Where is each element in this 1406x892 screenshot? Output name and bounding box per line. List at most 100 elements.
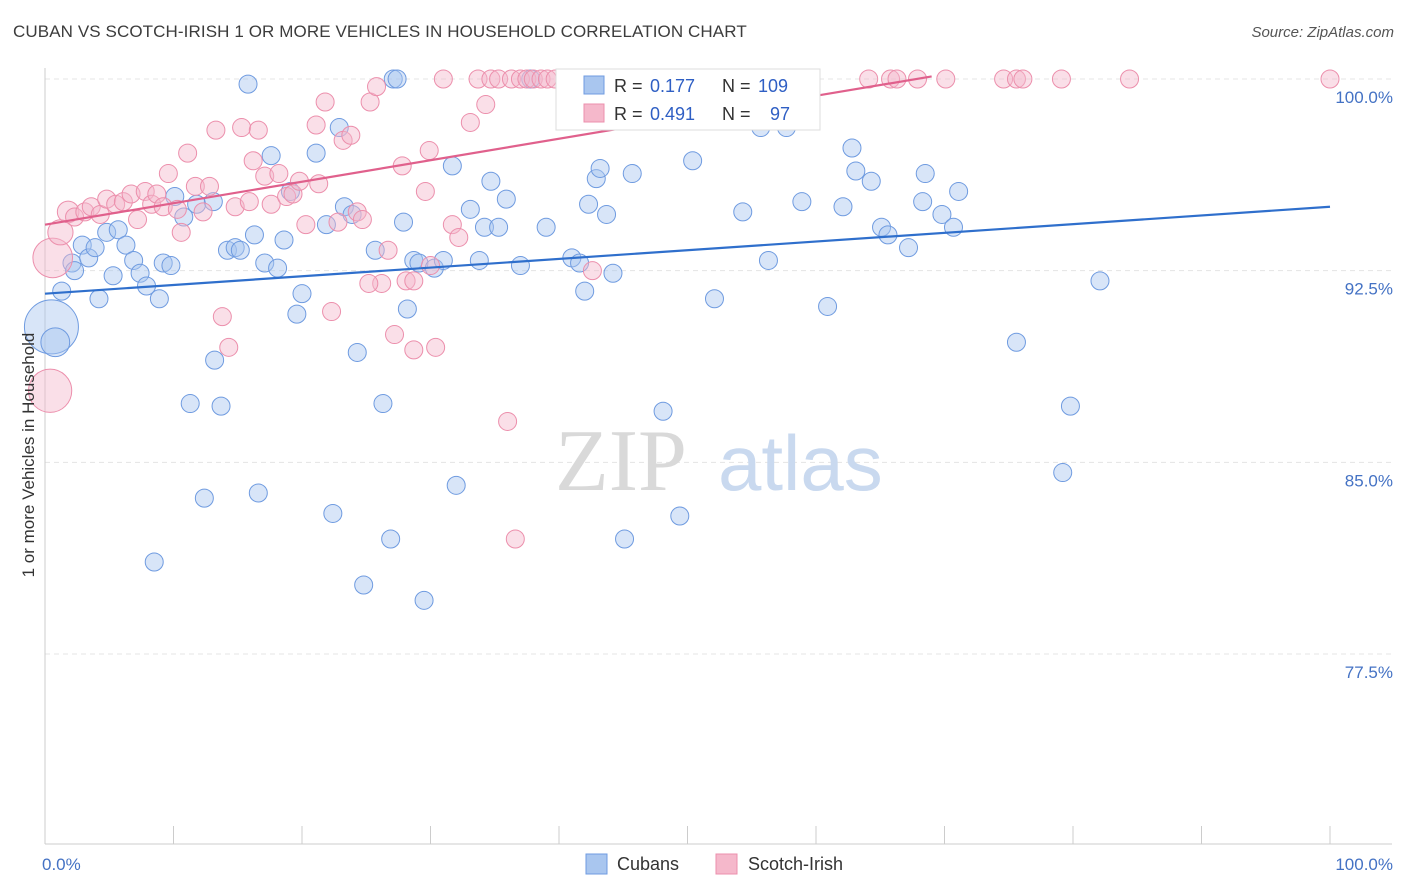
stats-n-value-cubans: 109 (758, 76, 788, 96)
legend-label-cubans: Cubans (617, 854, 679, 874)
point-cubans-64 (469, 250, 489, 270)
legend-swatch-scotch (715, 853, 738, 875)
point-cubans-79 (603, 263, 623, 283)
point-scotch-irish-38 (296, 215, 316, 235)
point-cubans-55 (397, 299, 417, 319)
point-scotch-irish-51 (378, 240, 398, 260)
point-scotch-irish-70 (517, 69, 537, 89)
point-cubans-1 (40, 327, 71, 358)
point-scotch-irish-25 (212, 307, 232, 327)
chart-title: CUBAN VS SCOTCH-IRISH 1 OR MORE VEHICLES… (13, 22, 747, 41)
point-scotch-irish-86 (887, 69, 907, 89)
point-cubans-50 (373, 394, 393, 414)
point-cubans-71 (536, 217, 556, 237)
point-cubans-51 (381, 529, 401, 549)
point-cubans-77 (590, 158, 610, 178)
point-cubans-102 (932, 204, 952, 224)
point-scotch-irish-96 (421, 256, 440, 276)
y-tick-label-3: 77.5% (1345, 663, 1393, 682)
point-scotch-irish-52 (385, 325, 405, 345)
point-cubans-78 (597, 204, 617, 224)
point-cubans-101 (915, 164, 935, 184)
point-scotch-irish-43 (328, 212, 348, 232)
stats-r-value-scotch: 0.491 (650, 104, 695, 124)
point-scotch-irish-12 (128, 210, 148, 230)
point-cubans-19 (161, 256, 181, 276)
stats-swatch-scotch (583, 103, 605, 123)
point-cubans-40 (292, 284, 312, 304)
stats-legend: R = 0.177 N = 109 R = 0.491 N = 97 (555, 68, 821, 131)
point-cubans-41 (306, 143, 326, 163)
point-cubans-18 (153, 253, 173, 273)
x-tick-label-0: 0.0% (42, 855, 81, 874)
point-cubans-74 (575, 281, 595, 301)
point-cubans-89 (758, 250, 778, 270)
point-scotch-irish-27 (225, 197, 245, 217)
point-scotch-irish-61 (449, 227, 469, 247)
point-scotch-irish-21 (185, 176, 205, 196)
point-scotch-irish-39 (306, 115, 326, 135)
point-scotch-irish-94 (1320, 69, 1340, 89)
watermark-atlas: atlas (718, 419, 883, 507)
point-cubans-17 (149, 289, 169, 309)
point-scotch-irish-29 (239, 192, 259, 212)
point-scotch-irish-26 (219, 337, 239, 357)
point-scotch-irish-11 (121, 184, 141, 204)
point-scotch-irish-98 (404, 271, 424, 291)
point-cubans-104 (949, 181, 969, 201)
point-scotch-irish-91 (1013, 69, 1033, 89)
bottom-legend: Cubans Scotch-Irish (585, 853, 843, 875)
point-scotch-irish-59 (433, 69, 453, 89)
point-cubans-44 (329, 118, 349, 138)
point-cubans-37 (274, 230, 294, 250)
stats-r-label-scotch: R = (614, 104, 643, 124)
point-scotch-irish-45 (341, 125, 361, 145)
trend-line-cubans (44, 205, 1331, 295)
point-scotch-irish-1 (32, 237, 74, 279)
y-axis-label: 1 or more Vehicles in Household (19, 333, 38, 578)
y-tick-label-2: 85.0% (1345, 471, 1393, 490)
point-cubans-81 (622, 164, 642, 184)
point-cubans-4 (65, 261, 85, 281)
point-scotch-irish-72 (531, 69, 551, 89)
point-cubans-53 (387, 69, 407, 89)
x-tick-labels: 0.0% 100.0% (42, 855, 1393, 874)
point-cubans-16 (144, 552, 164, 572)
point-cubans-105 (1006, 332, 1026, 352)
axes (44, 68, 1392, 845)
point-cubans-32 (244, 225, 264, 245)
point-scotch-irish-54 (396, 271, 416, 291)
point-cubans-43 (323, 503, 343, 523)
point-cubans-75 (579, 194, 599, 214)
point-scotch-irish-93 (1120, 69, 1140, 89)
point-cubans-12 (116, 235, 136, 255)
point-scotch-irish-0 (28, 368, 73, 413)
point-cubans-47 (347, 342, 367, 362)
point-cubans-58 (414, 590, 434, 610)
point-scotch-irish-58 (426, 337, 446, 357)
point-scotch-irish-57 (419, 141, 439, 161)
y-tick-labels: 100.0% 92.5% 85.0% 77.5% (1335, 88, 1393, 682)
point-cubans-7 (85, 238, 105, 258)
point-cubans-8 (89, 289, 109, 309)
point-cubans-6 (79, 248, 99, 268)
point-cubans-84 (683, 151, 703, 171)
point-cubans-63 (460, 199, 480, 219)
point-scotch-irish-95 (505, 529, 525, 549)
point-scotch-irish-71 (523, 69, 543, 89)
point-scotch-irish-18 (167, 199, 187, 219)
point-cubans-27 (211, 396, 231, 416)
point-scotch-irish-92 (1051, 69, 1071, 89)
watermark-zip: ZIP (555, 413, 687, 510)
point-cubans-9 (97, 222, 117, 242)
point-cubans-92 (818, 296, 838, 316)
stats-n-label-cubans: N = (722, 76, 751, 96)
point-cubans-34 (255, 253, 275, 273)
point-cubans-22 (180, 394, 200, 414)
point-cubans-36 (268, 258, 288, 278)
legend-swatch-cubans (585, 853, 608, 875)
point-cubans-95 (846, 161, 866, 181)
point-scotch-irish-65 (481, 69, 501, 89)
point-scotch-irish-13 (135, 181, 155, 201)
